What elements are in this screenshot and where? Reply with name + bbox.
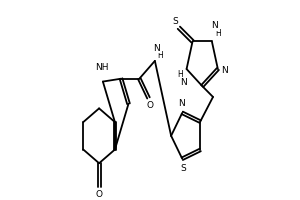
Text: H: H: [215, 29, 221, 38]
Text: NH: NH: [95, 63, 108, 72]
Text: H: H: [177, 70, 183, 79]
Text: H: H: [157, 51, 163, 60]
Text: O: O: [96, 190, 103, 199]
Text: S: S: [181, 164, 186, 173]
Text: N: N: [211, 21, 218, 30]
Text: N: N: [153, 44, 160, 53]
Text: N: N: [221, 66, 228, 75]
Text: S: S: [172, 17, 178, 26]
Text: O: O: [147, 101, 154, 110]
Text: N: N: [178, 99, 185, 108]
Text: N: N: [181, 78, 187, 87]
